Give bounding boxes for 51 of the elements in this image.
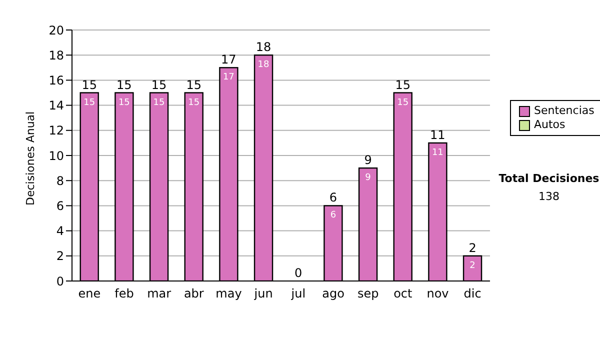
y-tick-label: 4 (56, 224, 64, 238)
y-tick-label: 2 (56, 249, 64, 264)
x-tick-label: oct (394, 286, 413, 301)
total-label: 15 (186, 78, 202, 92)
total-label: 17 (221, 52, 236, 67)
total-label: 15 (82, 78, 97, 92)
total-label: 15 (116, 78, 132, 92)
total-label: 18 (256, 40, 272, 54)
x-tick-label: jul (290, 286, 306, 301)
total-label: 9 (364, 153, 372, 168)
y-axis-title: Decisiones Anual (24, 111, 37, 206)
data-label: 15 (188, 98, 200, 108)
data-label: 9 (365, 173, 372, 184)
data-label: 17 (222, 72, 234, 83)
x-tick-label: jun (253, 286, 273, 301)
data-label: 6 (330, 210, 336, 221)
x-tick-label: sep (357, 286, 379, 301)
data-label: 15 (153, 98, 165, 108)
legend-label: Sentencias (534, 104, 594, 118)
y-tick-label: 20 (48, 23, 64, 38)
total-label: 15 (151, 78, 167, 92)
total-label: 15 (395, 78, 410, 92)
data-label: 15 (118, 98, 130, 108)
total-label: 6 (329, 190, 338, 205)
text: 138 (538, 190, 560, 203)
text: Total Decisiones (498, 172, 600, 185)
x-tick-label: may (216, 286, 242, 301)
x-tick-label: dic (464, 286, 482, 301)
x-tick-label: feb (114, 286, 134, 301)
y-tick-label: 10 (48, 148, 64, 163)
data-label: 15 (397, 98, 409, 108)
total-label: 2 (468, 240, 476, 255)
x-tick-label: nov (426, 286, 449, 301)
y-tick-label: 14 (48, 98, 64, 113)
y-tick-label: 16 (48, 73, 64, 88)
x-tick-label: ene (78, 286, 101, 301)
x-tick-label: abr (184, 286, 204, 301)
x-tick-label: ago (322, 286, 344, 301)
y-tick-label: 0 (56, 274, 64, 288)
total-label: 0 (294, 266, 302, 280)
legend-label: Autos (534, 118, 566, 132)
y-tick-label: 18 (48, 48, 64, 62)
y-tick-label: 6 (56, 198, 64, 213)
data-label: 2 (470, 260, 476, 271)
x-tick-label: mar (147, 286, 172, 301)
data-label: 15 (84, 98, 96, 108)
y-tick-label: 8 (56, 174, 64, 188)
data-label: 18 (258, 60, 270, 70)
data-label: 11 (432, 148, 444, 158)
total-label: 11 (430, 128, 446, 142)
y-tick-label: 12 (48, 124, 64, 138)
